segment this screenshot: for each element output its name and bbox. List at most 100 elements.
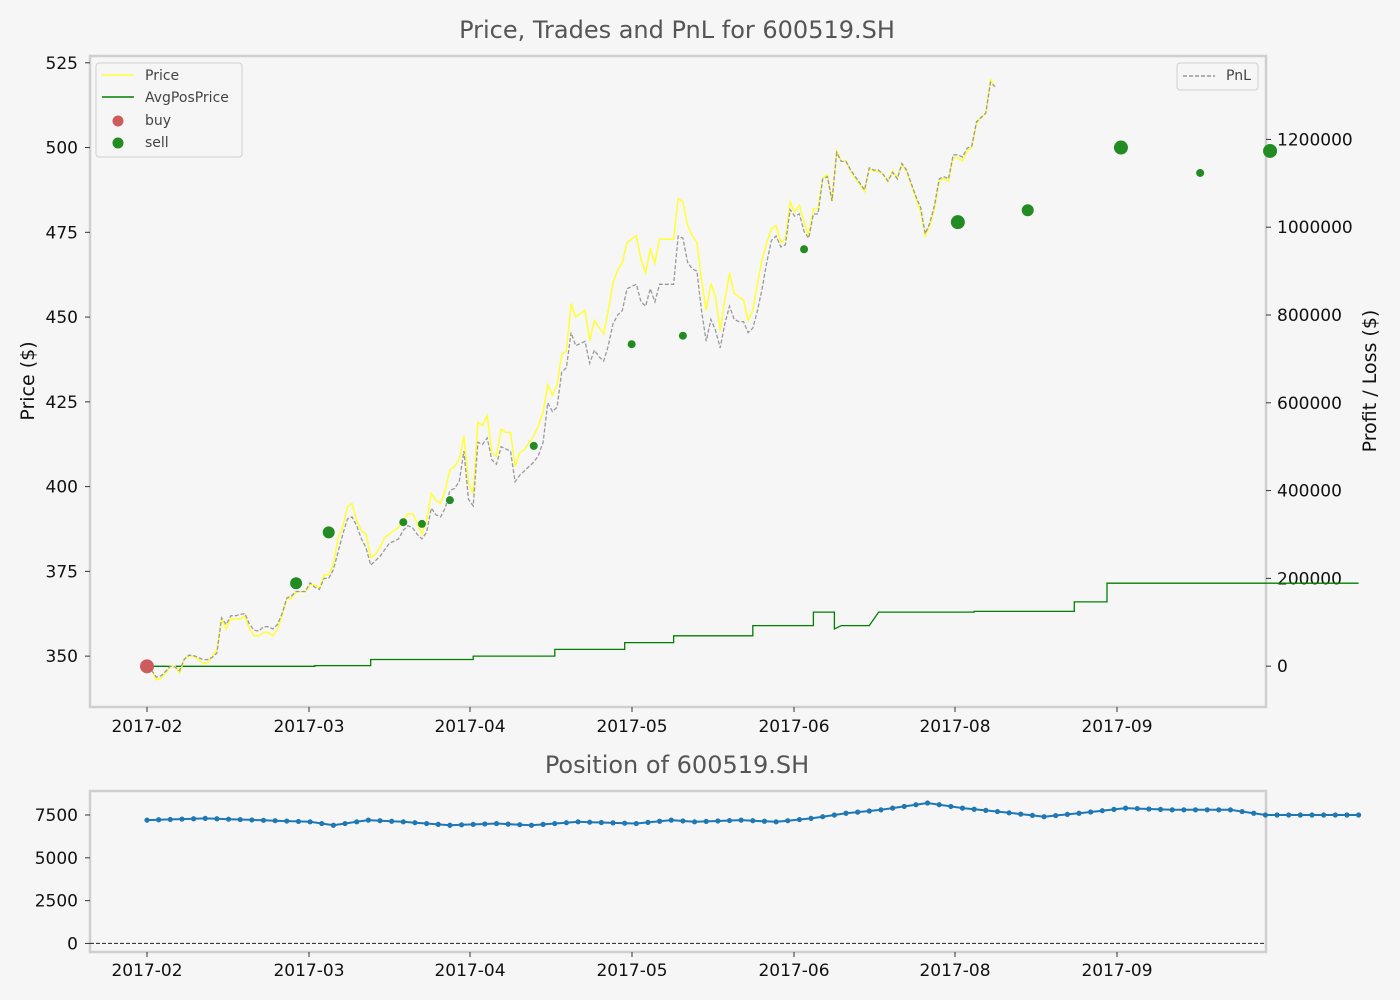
position-point xyxy=(1181,807,1187,813)
position-point xyxy=(726,817,733,824)
main-legend-box xyxy=(95,62,243,158)
position-point xyxy=(260,817,267,823)
sell-trade-marker xyxy=(1196,168,1205,177)
position-point xyxy=(1192,807,1199,813)
position-point xyxy=(1227,807,1234,813)
legend-sell-label: sell xyxy=(145,135,169,151)
sell-trade-marker xyxy=(529,441,538,450)
position-point xyxy=(307,819,313,825)
position-point xyxy=(994,808,1001,815)
sell-trade-marker xyxy=(627,340,636,349)
price-y-tick-label: 400 xyxy=(46,478,78,498)
position-point xyxy=(1018,811,1024,817)
position-point xyxy=(761,818,768,824)
position-point xyxy=(295,818,302,825)
main-legend: Price AvgPosPrice buy sell xyxy=(95,62,243,158)
legend-buy-swatch xyxy=(112,115,124,127)
sell-trade-marker xyxy=(322,526,335,539)
position-point xyxy=(1088,809,1094,815)
pnl-legend: PnL xyxy=(1176,62,1259,91)
pnl-y-tick-label: 400000 xyxy=(1277,482,1342,502)
main-x-tick-label: 2017-05 xyxy=(596,717,667,737)
legend-buy-label: buy xyxy=(145,113,171,129)
position-point xyxy=(1041,814,1047,820)
pnl-axis-label: Profit / Loss ($) xyxy=(1359,310,1381,453)
pnl-y-tick-label: 1200000 xyxy=(1277,130,1353,150)
position-point xyxy=(237,816,243,823)
position-point xyxy=(820,814,826,820)
position-chart-title: Position of 600519.SH xyxy=(545,751,809,779)
position-point xyxy=(622,820,628,826)
main-x-tick-label: 2017-08 xyxy=(919,717,990,737)
position-point xyxy=(540,821,546,827)
sell-trade-marker xyxy=(417,519,426,528)
price-axis-label: Price ($) xyxy=(17,341,39,420)
position-point xyxy=(214,816,220,822)
legend-avgposprice-label: AvgPosPrice xyxy=(145,90,229,106)
position-point xyxy=(179,816,185,822)
position-point xyxy=(191,816,197,822)
position-point xyxy=(715,818,721,824)
buy-trade-marker xyxy=(140,659,154,674)
pnl-y-tick-label: 600000 xyxy=(1277,394,1342,414)
position-point xyxy=(412,820,418,826)
position-point xyxy=(400,819,406,825)
position-point xyxy=(1297,812,1303,818)
position-point xyxy=(517,822,523,828)
position-x-tick-label: 2017-09 xyxy=(1081,961,1152,981)
position-point xyxy=(587,819,593,825)
position-x-tick-label: 2017-06 xyxy=(758,961,829,981)
position-point xyxy=(703,818,709,825)
position-point xyxy=(365,817,371,823)
position-point xyxy=(1064,811,1070,818)
pnl-legend-box xyxy=(1176,62,1259,91)
position-point xyxy=(866,808,872,814)
position-point xyxy=(319,820,325,827)
position-point xyxy=(552,820,558,827)
position-point xyxy=(342,820,348,827)
position-point xyxy=(831,812,837,818)
position-point xyxy=(272,818,278,824)
position-point xyxy=(924,800,931,806)
position-plot-area xyxy=(88,789,1268,954)
pnl-y-tick-label: 0 xyxy=(1277,657,1288,677)
position-point xyxy=(1274,812,1280,818)
position-x-tick-label: 2017-05 xyxy=(596,961,667,981)
position-point xyxy=(528,822,535,828)
position-point xyxy=(610,820,616,826)
sell-trade-marker xyxy=(399,518,408,527)
position-point xyxy=(505,821,511,827)
position-point xyxy=(1321,812,1327,818)
position-point xyxy=(1146,806,1152,812)
price-y-tick-label: 525 xyxy=(46,54,78,74)
main-x-tick-label: 2017-03 xyxy=(273,717,344,737)
position-x-tick-label: 2017-04 xyxy=(434,961,505,981)
pnl-y-tick-label: 200000 xyxy=(1277,569,1342,589)
position-point xyxy=(225,816,232,822)
position-point xyxy=(435,821,441,827)
position-chart-marks: 2017-02 2017-03 2017-04 2017-05 2017-06 2017-… xyxy=(35,800,1362,981)
position-point xyxy=(959,805,966,811)
position-point xyxy=(1204,807,1210,813)
position-point xyxy=(657,818,663,824)
position-point xyxy=(1239,808,1245,815)
position-point xyxy=(750,818,756,824)
price-y-tick-label: 450 xyxy=(46,308,78,328)
position-point xyxy=(1123,805,1129,811)
position-point xyxy=(1251,810,1257,816)
main-x-tick-label: 2017-04 xyxy=(434,717,505,737)
position-point xyxy=(668,817,674,823)
position-point xyxy=(738,817,744,823)
position-point xyxy=(354,819,360,825)
price-series-line xyxy=(146,77,996,681)
position-point xyxy=(808,815,814,822)
position-point xyxy=(470,821,476,827)
position-point xyxy=(1356,812,1362,818)
legend-price-label: Price xyxy=(145,68,179,84)
position-point xyxy=(1216,807,1222,813)
position-point xyxy=(1099,808,1105,814)
position-point xyxy=(482,821,488,827)
price-y-tick-label: 350 xyxy=(46,647,78,667)
position-point xyxy=(144,817,150,823)
